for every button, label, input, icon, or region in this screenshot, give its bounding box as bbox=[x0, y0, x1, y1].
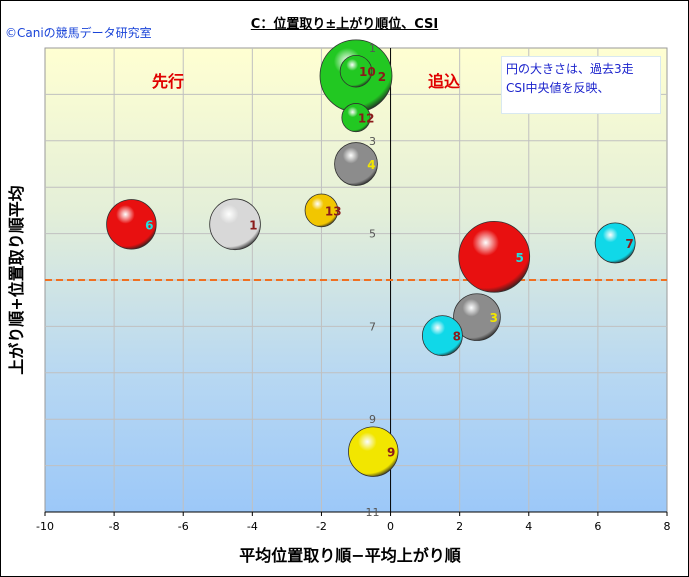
bubble-6 bbox=[106, 199, 157, 250]
y-tick-label: 3 bbox=[369, 135, 376, 148]
y-axis-label: 上がり順+位置取り順平均 bbox=[7, 185, 26, 375]
x-tick-label: -8 bbox=[109, 520, 120, 533]
bubble-label-12: 12 bbox=[358, 112, 375, 126]
x-tick-label: 8 bbox=[664, 520, 671, 533]
x-tick-label: 4 bbox=[525, 520, 532, 533]
bubble-10 bbox=[339, 54, 373, 88]
chart-title: C：位置取り±上がり順位、CSI bbox=[250, 17, 439, 32]
left-region-label: 先行 bbox=[152, 72, 185, 91]
y-tick-label: 9 bbox=[369, 413, 376, 426]
x-tick-label: -4 bbox=[247, 520, 258, 533]
x-tick-label: -2 bbox=[316, 520, 327, 533]
bubble-9 bbox=[348, 426, 399, 477]
size-note-line-2: CSI中央値を反映、 bbox=[506, 81, 610, 95]
bubble-label-10: 10 bbox=[359, 65, 376, 79]
bubble-12 bbox=[341, 103, 371, 133]
bubble-4 bbox=[334, 142, 378, 186]
x-tick-label: 2 bbox=[456, 520, 463, 533]
bubble-label-3: 3 bbox=[490, 311, 498, 325]
bubble-label-13: 13 bbox=[325, 204, 342, 218]
bubble-label-9: 9 bbox=[387, 446, 395, 460]
y-tick-label: 11 bbox=[366, 506, 380, 519]
y-tick-label: 5 bbox=[369, 228, 376, 241]
bubble-label-5: 5 bbox=[516, 251, 524, 265]
y-tick-label: 7 bbox=[369, 320, 376, 333]
bubble-1 bbox=[209, 198, 261, 251]
x-tick-label: 0 bbox=[387, 520, 394, 533]
size-note-line-1: 円の大きさは、過去3走 bbox=[506, 62, 634, 76]
bubble-label-8: 8 bbox=[453, 330, 461, 344]
bubble-label-6: 6 bbox=[145, 218, 153, 232]
bubble-8 bbox=[421, 315, 463, 357]
size-note-box: 円の大きさは、過去3走 CSI中央値を反映、 bbox=[501, 56, 661, 114]
bubble-5 bbox=[458, 220, 531, 293]
bubble-label-4: 4 bbox=[367, 158, 375, 172]
x-tick-label: -10 bbox=[36, 520, 54, 533]
x-tick-label: 6 bbox=[594, 520, 601, 533]
y-tick-label: 1 bbox=[369, 42, 376, 55]
right-region-label: 追込 bbox=[428, 72, 461, 91]
x-axis-label: 平均位置取り順−平均上がり順 bbox=[239, 546, 461, 565]
bubble-7 bbox=[594, 222, 636, 264]
bubble-label-2: 2 bbox=[378, 70, 386, 84]
copyright-text: ©Caniの競馬データ研究室 bbox=[5, 26, 152, 40]
bubble-label-1: 1 bbox=[249, 218, 257, 232]
bubble-label-7: 7 bbox=[625, 237, 633, 251]
bubble-13 bbox=[304, 193, 339, 228]
x-tick-label: -6 bbox=[178, 520, 189, 533]
bubble-3 bbox=[453, 293, 501, 341]
